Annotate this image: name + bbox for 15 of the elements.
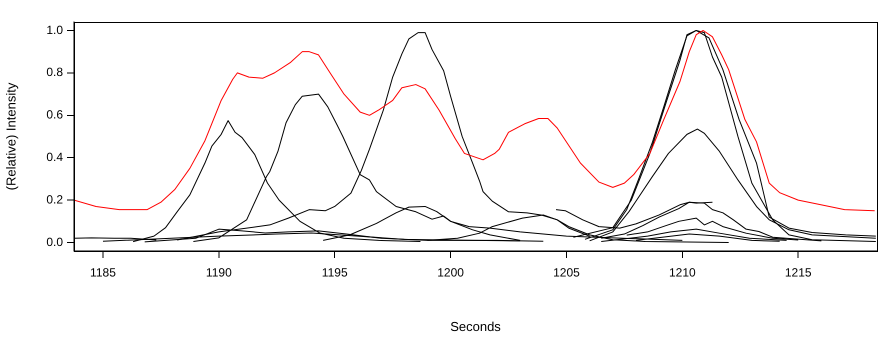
y-axis-title: (Relative) Intensity — [3, 82, 18, 190]
y-tick-label: 0.8 — [46, 65, 64, 80]
y-tick-label: 0.4 — [46, 150, 64, 164]
x-tick-label: 1190 — [206, 266, 232, 280]
x-tick-label: 1210 — [668, 266, 696, 280]
x-tick-label: 1185 — [90, 266, 116, 280]
x-axis-title: Seconds — [450, 318, 502, 334]
x-tick-label: 1195 — [322, 266, 348, 280]
y-tick-label: 1.0 — [46, 22, 64, 37]
x-tick-label: 1205 — [553, 266, 580, 280]
y-tick-label: 0.6 — [46, 108, 64, 122]
x-tick-label: 1200 — [437, 266, 464, 280]
y-tick-label: 0.2 — [46, 192, 64, 206]
y-tick-label: 0.0 — [46, 234, 64, 249]
x-tick-label: 1215 — [784, 266, 812, 280]
